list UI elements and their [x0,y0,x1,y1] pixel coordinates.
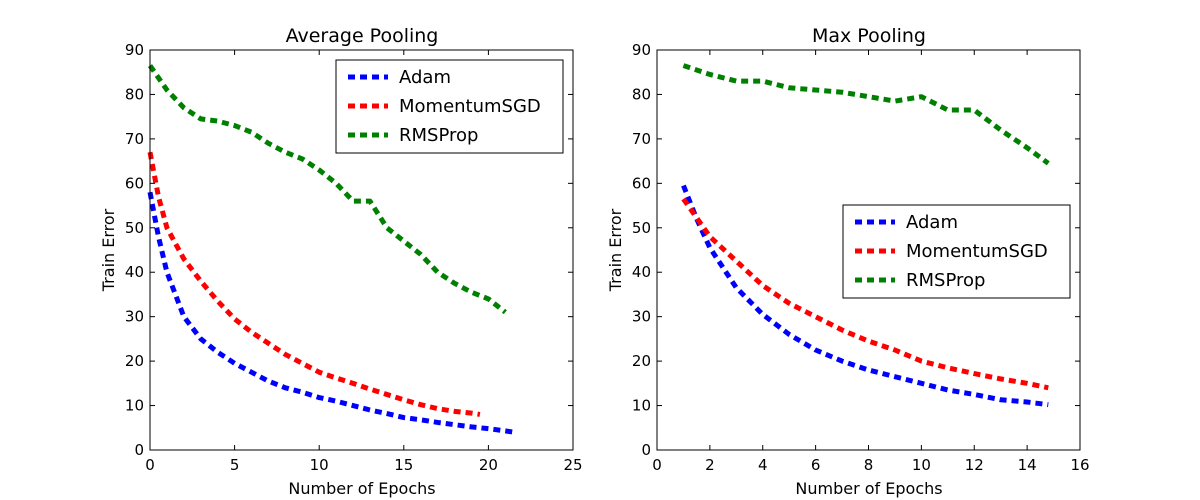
y-tick-label: 40 [632,263,651,281]
y-tick-label: 70 [632,130,651,148]
legend-label-momentumsgd: MomentumSGD [906,241,1048,262]
y-tick-label: 60 [125,174,144,192]
y-tick-label: 30 [632,308,651,326]
legend-label-momentumsgd: MomentumSGD [399,96,541,117]
x-tick-label: 0 [145,456,155,474]
y-tick-label: 70 [125,130,144,148]
y-axis-label: Train Error [606,208,625,292]
y-tick-label: 90 [125,41,144,59]
plot-area: 0 2 4 6 8 10 12 14 16 0 10 20 30 40 50 60 70 80 90 Adam Mome… [632,41,1090,474]
x-tick-label: 12 [965,456,984,474]
x-tick-label: 16 [1070,456,1089,474]
chart-panel-max-pooling: Max Pooling Number of Epochs Train Error… [606,25,1090,498]
chart-panel-average-pooling: Average Pooling Number of Epochs Train E… [99,25,583,498]
series-line-rmsprop [682,63,1050,166]
y-tick-label: 10 [125,397,144,415]
y-tick-label: 0 [641,441,651,459]
y-tick-label: 80 [125,85,144,103]
x-tick-label: 8 [864,456,874,474]
y-tick-label: 20 [125,352,144,370]
x-tick-label: 2 [705,456,715,474]
y-axis-label: Train Error [99,208,118,292]
x-tick-label: 0 [652,456,662,474]
series-line-momentumsgd [147,151,481,417]
x-tick-label: 25 [563,456,582,474]
plot-frame [149,49,574,451]
y-tick-label: 10 [632,397,651,415]
legend: Adam MomentumSGD RMSProp [335,59,564,154]
legend-label-adam: Adam [399,67,451,88]
x-tick-label: 4 [758,456,768,474]
series-line-adam [147,191,515,435]
x-tick-label: 10 [912,456,931,474]
y-tick-label: 20 [632,352,651,370]
y-tick-label: 90 [632,41,651,59]
x-axis-label: Number of Epochs [288,479,435,498]
chart-title: Average Pooling [286,25,439,47]
x-tick-label: 5 [230,456,240,474]
y-tick-label: 40 [125,263,144,281]
x-tick-label: 20 [479,456,498,474]
legend-label-rmsprop: RMSProp [399,125,478,146]
legend-label-rmsprop: RMSProp [906,270,985,291]
x-axis-label: Number of Epochs [795,479,942,498]
y-tick-label: 30 [125,308,144,326]
series-line-rmsprop [147,64,507,315]
y-tick-label: 60 [632,174,651,192]
x-tick-label: 10 [310,456,329,474]
chart-title: Max Pooling [812,25,926,47]
series-line-momentumsgd [681,197,1049,391]
x-tick-label: 15 [394,456,413,474]
x-tick-label: 6 [811,456,821,474]
legend-label-adam: Adam [906,212,958,233]
plot-area: 0 5 10 15 20 25 0 10 20 30 40 50 60 70 80 90 Adam Momentu… [125,41,583,474]
y-tick-label: 0 [134,441,144,459]
x-tick-label: 14 [1018,456,1037,474]
y-tick-label: 50 [125,219,144,237]
y-tick-label: 80 [632,85,651,103]
y-tick-label: 50 [632,219,651,237]
legend: Adam MomentumSGD RMSProp [842,204,1071,299]
